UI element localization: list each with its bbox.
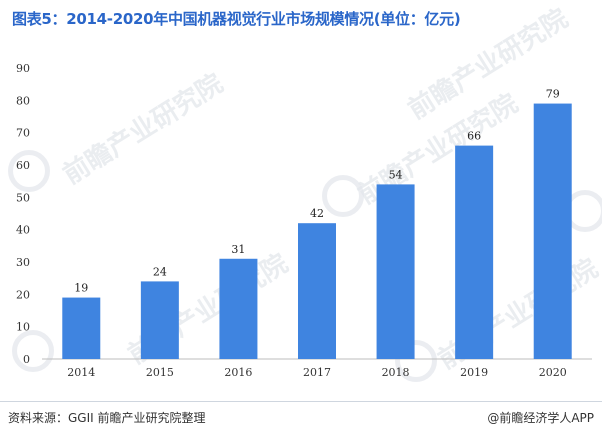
bar-2015	[140, 281, 179, 359]
brand-label: @前瞻经济学人APP	[487, 411, 594, 425]
data-label-2016: 31	[231, 243, 245, 256]
y-tick-label: 30	[16, 256, 30, 269]
data-label-2020: 79	[546, 88, 560, 101]
y-tick-label: 0	[23, 353, 30, 366]
y-tick-label: 50	[16, 191, 30, 204]
x-tick-label-2019: 2019	[460, 366, 488, 379]
y-tick-label: 80	[16, 94, 30, 107]
x-tick-label-2014: 2014	[67, 366, 95, 379]
bar-2018	[376, 184, 415, 359]
bar-2017	[298, 223, 336, 359]
data-label-2017: 42	[310, 207, 324, 220]
data-label-2019: 66	[467, 130, 481, 143]
bar-2019	[455, 145, 494, 359]
bar-2020	[533, 103, 572, 359]
x-tick-label-2020: 2020	[539, 366, 567, 379]
x-tick-label-2018: 2018	[382, 366, 410, 379]
data-label-2018: 54	[389, 168, 403, 181]
data-label-2014: 19	[74, 282, 88, 295]
x-tick-label-2017: 2017	[303, 366, 331, 379]
chart-title: 图表5：2014-2020年中国机器视觉行业市场规模情况(单位：亿元)	[12, 10, 461, 28]
x-tick-label-2015: 2015	[146, 366, 174, 379]
bar-2014	[62, 297, 101, 359]
bar-2016	[219, 258, 258, 359]
y-tick-label: 20	[16, 288, 30, 301]
source-note: 资料来源：GGII 前瞻产业研究院整理	[8, 411, 206, 425]
y-tick-label: 90	[16, 62, 30, 75]
x-tick-label-2016: 2016	[224, 366, 252, 379]
data-label-2015: 24	[153, 265, 167, 278]
bar-chart: 0 10 20 30 40 50 60 70 80 90 19 2014 24 2015 31 2016 42 2…	[16, 62, 592, 379]
footer-divider	[0, 401, 602, 402]
y-tick-label: 40	[16, 224, 30, 237]
y-tick-label: 60	[16, 159, 30, 172]
y-tick-label: 70	[16, 127, 30, 140]
y-tick-label: 10	[16, 321, 30, 334]
